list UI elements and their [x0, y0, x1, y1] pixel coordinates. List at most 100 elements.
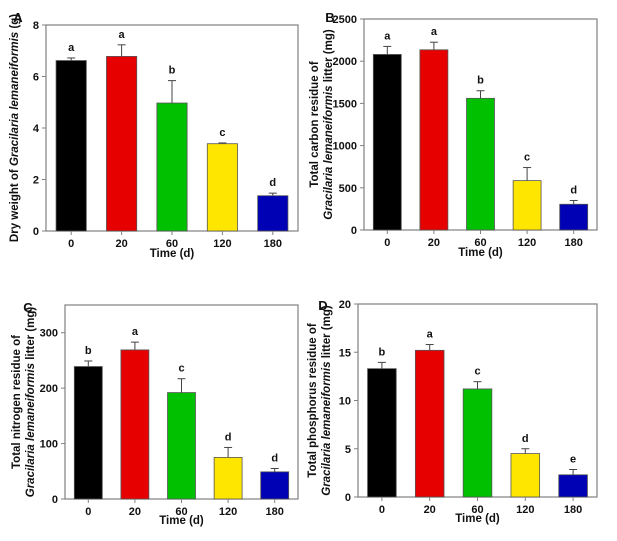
x-tick-label: 180	[266, 506, 284, 518]
y-tick-label: 300	[40, 328, 58, 340]
x-tick-label: 120	[219, 506, 237, 518]
panel-b: B 0 500 1000 1500 2000 2500 a 0 a 20 b 60 c 120 d 180 Tim…	[309, 10, 598, 259]
y-axis-title: Gracilaria lemaneiformis litter (mg)	[323, 29, 335, 220]
y-axis-title: Total carbon residue of	[309, 61, 321, 187]
y-tick-label: 8	[33, 20, 39, 32]
significance-letter: a	[431, 26, 438, 38]
y-tick-label: 2000	[333, 56, 357, 68]
y-axis-title: Gracilaria lemaneiformis litter (mg)	[321, 305, 333, 496]
x-tick-label: 20	[129, 506, 141, 518]
significance-letter: e	[570, 453, 576, 465]
x-axis-title: Time (d)	[150, 248, 195, 260]
panel-c: C 0 100 200 300 b 0 a 20 c 60 d 120 d 180 Time (d) Total…	[11, 300, 299, 527]
y-axis-title-text: Total carbon residue of	[309, 61, 321, 187]
significance-letter: a	[68, 42, 75, 54]
significance-letter: d	[522, 433, 529, 445]
significance-letter: d	[570, 184, 577, 196]
panel-d: D 0 5 10 15 20 b 0 a 20 c 60 d 120 e 180 Time (d) Total p…	[307, 298, 598, 525]
bar-60	[462, 388, 493, 498]
y-axis-title-text: litter (mg)	[25, 307, 37, 363]
y-tick-label: 0	[52, 494, 58, 506]
y-axis-title-text: Dry weight of	[9, 166, 21, 242]
y-axis-title-text: Total nitrogen residue of	[11, 335, 23, 469]
significance-letter: a	[119, 29, 126, 41]
y-axis-title: Total nitrogen residue of	[11, 335, 23, 469]
y-tick-label: 2	[33, 175, 39, 187]
y-tick-label: 2500	[333, 14, 357, 26]
x-tick-label: 120	[516, 504, 534, 516]
significance-letter: c	[524, 152, 530, 164]
bar-180	[559, 203, 589, 231]
y-tick-label: 0	[33, 226, 39, 238]
y-tick-label: 20	[339, 299, 351, 311]
bar-20	[414, 349, 445, 498]
y-tick-label: 100	[40, 439, 58, 451]
bar-0	[55, 60, 87, 232]
significance-letter: c	[219, 127, 225, 139]
significance-letter: b	[379, 346, 386, 358]
y-axis-title-text: (g)	[9, 14, 21, 32]
x-tick-label: 20	[115, 238, 127, 250]
x-tick-label: 0	[379, 504, 385, 516]
x-axis-title: Time (d)	[458, 247, 503, 259]
bar-180	[260, 471, 290, 500]
bar-20	[419, 49, 449, 231]
significance-letter: a	[132, 326, 139, 338]
significance-letter: a	[427, 329, 434, 341]
x-tick-label: 60	[166, 238, 178, 250]
y-axis-title: Gracilaria lemaneiformis litter (mg)	[25, 307, 37, 498]
panel-label: B	[325, 10, 334, 25]
x-tick-label: 0	[68, 238, 74, 250]
y-tick-label: 10	[339, 396, 351, 408]
y-tick-label: 200	[40, 383, 58, 395]
panel-label: A	[13, 10, 23, 25]
bar-20	[106, 56, 138, 232]
y-tick-label: 15	[339, 347, 351, 359]
species-name: Gracilaria lemaneiformis	[25, 363, 37, 497]
x-tick-label: 120	[213, 238, 231, 250]
x-tick-label: 60	[471, 504, 483, 516]
x-tick-label: 180	[564, 504, 582, 516]
x-tick-label: 0	[85, 506, 91, 518]
y-axis-title-text: litter (mg)	[323, 29, 335, 85]
y-tick-label: 6	[33, 72, 39, 84]
x-axis-title: Time (d)	[159, 515, 204, 527]
y-tick-label: 0	[345, 492, 351, 504]
bar-0	[367, 368, 397, 498]
y-tick-label: 1000	[333, 141, 357, 153]
panel-label: D	[318, 298, 327, 313]
species-name: Gracilaria lemaneiformis	[323, 86, 335, 220]
x-tick-label: 60	[175, 506, 187, 518]
significance-letter: b	[169, 65, 176, 77]
x-tick-label: 20	[424, 504, 436, 516]
panel-label: C	[23, 300, 33, 315]
bar-0	[372, 54, 402, 231]
bar-120	[510, 453, 541, 498]
x-tick-label: 180	[565, 237, 583, 249]
bar-180	[558, 474, 588, 498]
x-axis-title: Time (d)	[455, 513, 500, 525]
panel-a: A 0 2 4 6 8 a 0 a 20 b 60 c 120 d 180 Time (d) Dry weight…	[9, 10, 299, 260]
y-axis-title-text: litter (mg)	[321, 305, 333, 361]
bar-20	[120, 349, 150, 500]
bar-0	[73, 366, 103, 500]
species-name: Gracilaria lemaneiformis	[321, 362, 333, 496]
significance-letter: c	[178, 363, 184, 375]
significance-letter: d	[225, 431, 232, 443]
bar-60	[167, 392, 196, 500]
x-tick-label: 60	[474, 237, 486, 249]
significance-letter: b	[477, 75, 484, 87]
significance-letter: a	[384, 30, 391, 42]
y-tick-label: 500	[339, 183, 357, 195]
y-axis-title: Dry weight of Gracilaria lemaneiformis (…	[9, 14, 21, 242]
bar-180	[257, 195, 289, 232]
species-name: Gracilaria lemaneiformis	[9, 32, 21, 166]
bar-120	[512, 180, 542, 231]
bar-120	[213, 457, 243, 500]
x-tick-label: 0	[384, 237, 390, 249]
y-tick-label: 0	[351, 225, 357, 237]
significance-letter: d	[269, 177, 276, 189]
bar-60	[466, 97, 495, 231]
significance-letter: b	[85, 345, 92, 357]
bar-60	[156, 102, 188, 232]
